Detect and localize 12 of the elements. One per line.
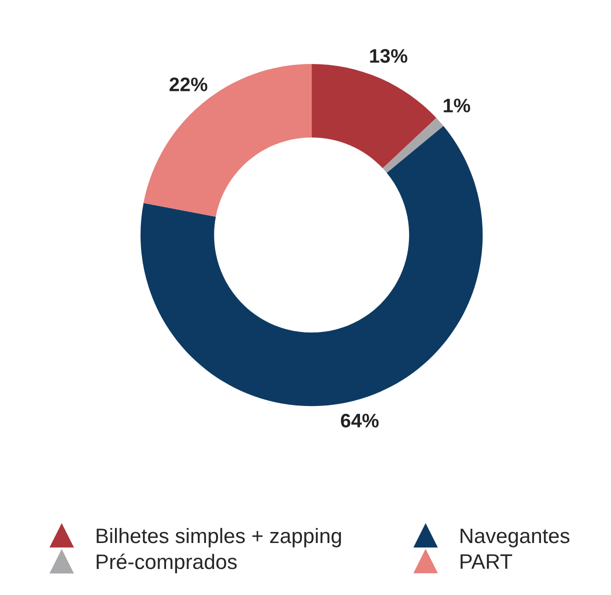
legend-label: Pré-comprados [96,554,237,574]
donut-slice [140,126,483,406]
data-label: 1% [444,98,470,112]
donut-slice [144,64,312,217]
legend-label: Navegantes [460,528,570,548]
data-label: 13% [370,49,408,63]
donut-slice [382,118,444,173]
legend-label: Bilhetes simples + zapping [96,528,341,548]
donut-slice [312,64,436,168]
data-label: 22% [170,78,208,92]
data-label: 64% [340,414,379,428]
legend-label: PART [460,554,512,569]
